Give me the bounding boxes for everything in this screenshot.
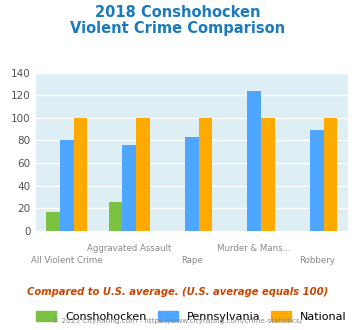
Bar bbox=[60, 141, 73, 231]
Text: Murder & Mans...: Murder & Mans... bbox=[217, 244, 291, 253]
Bar bbox=[310, 130, 323, 231]
Bar bbox=[323, 118, 337, 231]
Text: © 2025 CityRating.com - https://www.cityrating.com/crime-statistics/: © 2025 CityRating.com - https://www.city… bbox=[53, 317, 302, 324]
Text: All Violent Crime: All Violent Crime bbox=[31, 256, 103, 265]
Bar bbox=[185, 137, 198, 231]
Bar bbox=[73, 118, 87, 231]
Bar bbox=[198, 118, 212, 231]
Bar bbox=[46, 212, 60, 231]
Bar bbox=[109, 202, 122, 231]
Text: 2018 Conshohocken: 2018 Conshohocken bbox=[95, 5, 260, 20]
Text: Compared to U.S. average. (U.S. average equals 100): Compared to U.S. average. (U.S. average … bbox=[27, 287, 328, 297]
Legend: Conshohocken, Pennsylvania, National: Conshohocken, Pennsylvania, National bbox=[32, 306, 351, 326]
Text: Violent Crime Comparison: Violent Crime Comparison bbox=[70, 21, 285, 36]
Bar bbox=[261, 118, 275, 231]
Text: Aggravated Assault: Aggravated Assault bbox=[87, 244, 171, 253]
Bar bbox=[136, 118, 150, 231]
Text: Robbery: Robbery bbox=[299, 256, 335, 265]
Bar bbox=[122, 145, 136, 231]
Text: Rape: Rape bbox=[181, 256, 203, 265]
Bar bbox=[247, 91, 261, 231]
